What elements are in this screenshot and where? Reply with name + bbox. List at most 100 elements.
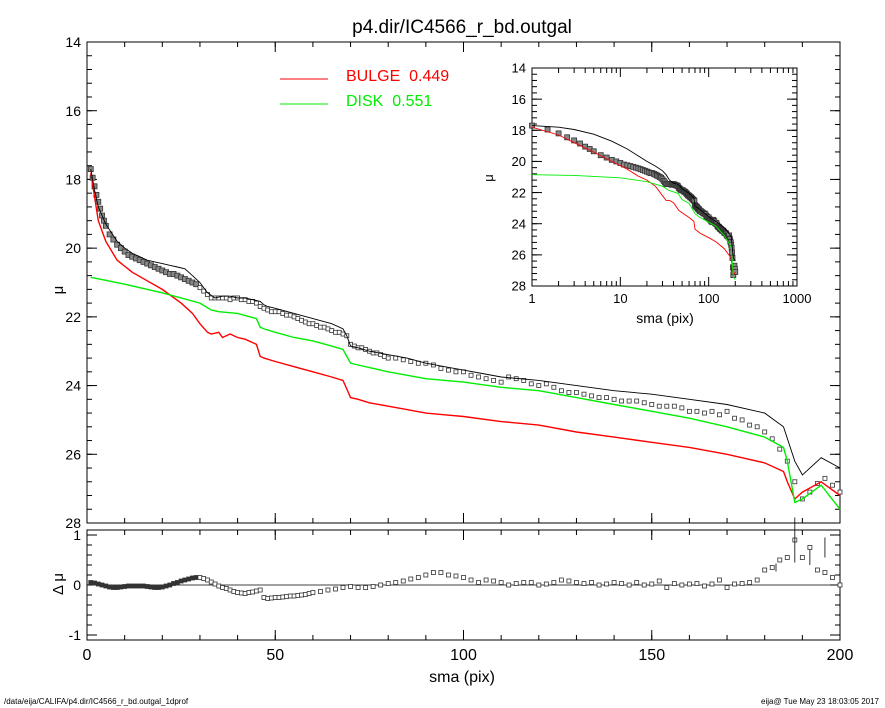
residual-point: [754, 577, 760, 583]
data-point: [649, 402, 655, 407]
data-point: [521, 378, 527, 383]
data-point: [121, 248, 128, 255]
residual-point: [784, 555, 790, 560]
data-point: [747, 422, 753, 428]
residual-point: [739, 581, 745, 586]
residual-point: [649, 581, 655, 587]
data-point: [193, 281, 200, 288]
residual-ytick-label: -1: [69, 627, 82, 643]
footer-file-path: /data/eija/CALIFA/p4.dir/IC4566_r_bd.out…: [4, 697, 189, 706]
data-point: [385, 355, 391, 361]
data-point: [619, 398, 625, 404]
residual-point: [664, 585, 670, 590]
data-point: [611, 396, 617, 402]
data-point: [717, 412, 722, 418]
inset-ytick-label: 20: [512, 154, 526, 169]
inset-panel: 14 16 18 20 22 24 26 281 10 100 1000: [512, 61, 812, 306]
residual-point: [694, 581, 700, 586]
residual-xtick-label: 100: [450, 647, 477, 664]
series-line-disk: [90, 276, 841, 510]
data-point: [656, 403, 662, 409]
residual-point: [453, 573, 459, 579]
residual-point: [415, 575, 421, 580]
inset-y-axis-label: μ: [481, 174, 496, 182]
main-ytick-label: 24: [65, 378, 81, 394]
data-point: [476, 374, 481, 380]
data-point: [822, 475, 828, 481]
main-ytick-label: 18: [65, 171, 81, 187]
data-point: [754, 424, 760, 430]
data-point: [792, 479, 798, 485]
residual-point: [506, 582, 512, 588]
residual-point: [521, 580, 527, 585]
main-ytick-label: 26: [65, 446, 81, 462]
residual-point: [724, 585, 730, 590]
data-point: [254, 300, 259, 306]
legend: BULGE 0.449 DISK 0.551: [280, 68, 449, 110]
residual-point: [830, 575, 835, 580]
residual-point: [596, 582, 602, 588]
main-ytick-label: 28: [65, 515, 81, 531]
data-point: [702, 410, 707, 416]
chart-title: p4.dir/IC4566_r_bd.outgal: [352, 17, 572, 38]
residual-point: [604, 581, 609, 587]
main-panel: 14 16 18 20 22 24 26 28: [65, 34, 843, 531]
data-point: [604, 395, 609, 400]
residual-point: [656, 578, 662, 584]
inset-ytick-label: 24: [512, 216, 526, 231]
data-point: [581, 391, 587, 397]
data-point: [498, 379, 504, 385]
data-point: [574, 390, 579, 395]
residual-point: [340, 585, 346, 590]
inset-ytick-label: 18: [512, 123, 526, 138]
data-point: [400, 357, 406, 363]
inset-data-point: [564, 134, 571, 141]
residual-xtick-label: 200: [827, 647, 854, 664]
data-point: [589, 393, 594, 399]
data-point: [453, 369, 459, 375]
inset-series-line-0: [531, 126, 736, 277]
data-point: [687, 408, 692, 414]
residual-point: [363, 585, 369, 590]
residual-point: [310, 590, 316, 595]
data-point: [777, 446, 783, 452]
residual-point: [461, 575, 466, 580]
residual-point: [634, 580, 640, 585]
data-point: [468, 372, 474, 378]
data-point: [491, 378, 497, 383]
data-point: [732, 415, 737, 421]
data-point: [438, 365, 444, 371]
residual-point: [702, 583, 707, 589]
inset-xtick-label: 1: [528, 291, 535, 306]
inset-ytick-label: 14: [512, 61, 526, 76]
residual-point: [589, 580, 594, 585]
residual-point: [393, 580, 399, 585]
data-point: [528, 381, 534, 387]
residual-point: [408, 576, 414, 582]
residual-point: [491, 578, 497, 584]
residual-point: [717, 577, 722, 583]
residual-point: [446, 572, 451, 578]
inset-xtick-label: 1000: [783, 291, 812, 306]
data-point: [446, 367, 451, 373]
residual-point: [400, 578, 406, 584]
residual-point: [257, 587, 263, 593]
residual-point: [822, 570, 828, 575]
residual-point: [799, 555, 805, 560]
residual-point: [769, 565, 775, 570]
data-point: [483, 376, 489, 382]
main-y-axis-label: μ: [50, 286, 67, 295]
data-point: [114, 241, 121, 248]
data-point: [830, 482, 835, 488]
inset-ytick-label: 26: [512, 248, 526, 263]
residual-point: [671, 581, 677, 586]
residual-point: [747, 580, 753, 585]
residual-point: [385, 581, 391, 586]
residual-point: [325, 587, 331, 593]
series-line-bulge: [90, 172, 841, 501]
residual-point: [581, 581, 587, 586]
inset-ytick-label: 28: [512, 279, 526, 294]
residual-point: [468, 577, 474, 583]
